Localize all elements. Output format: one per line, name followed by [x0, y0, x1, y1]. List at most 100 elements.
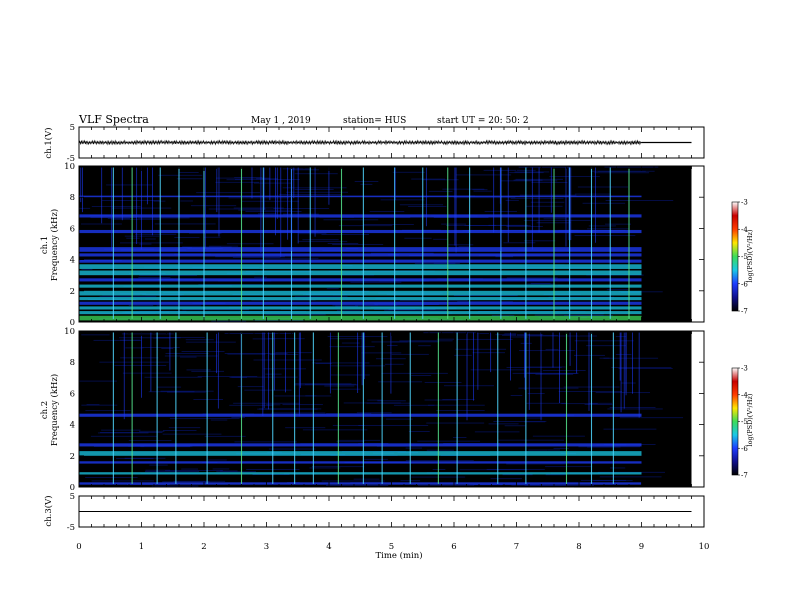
spec2-noise-streak: [324, 385, 355, 387]
spec1-noise-streak: [106, 184, 153, 186]
spec2-noise-streak: [518, 387, 579, 389]
spec2-noise-streak: [224, 332, 294, 334]
spec1-noise-streak: [574, 235, 636, 237]
spec2-noise-streak: [519, 350, 575, 352]
spec2-noise-streak: [469, 484, 503, 486]
spec1-noise-streak: [99, 296, 157, 298]
spec1-noise-streak: [509, 172, 544, 174]
spec2-noise-streak: [506, 366, 562, 368]
spec2-noise-streak: [408, 431, 430, 432]
spec2-ylabel: Frequency (kHz): [49, 374, 60, 446]
spec2-noise-streak: [545, 348, 559, 350]
spec1-noise-streak: [446, 225, 497, 226]
spec2-noise-streak: [587, 446, 621, 448]
x-tick-label: 0: [76, 542, 81, 552]
spec2-noise-streak: [224, 353, 288, 354]
cb1-tick-label: -3: [741, 199, 748, 207]
spec2-noise-streak: [121, 333, 174, 335]
ch3-ytick-label: -5: [67, 523, 75, 533]
spec1-noise-streak: [577, 186, 629, 188]
spec2-noise-streak: [356, 412, 392, 414]
spec1-noise-streak: [233, 207, 284, 209]
spec1-noise-streak: [506, 226, 543, 227]
spec1-band: [79, 301, 642, 305]
spec1-band: [79, 247, 642, 252]
spec1-noise-streak: [128, 305, 154, 306]
spec1-noise-streak: [91, 206, 141, 207]
spec2-noise-streak: [263, 368, 307, 370]
spec2-noise-streak: [443, 385, 494, 387]
spec1-noise-streak: [519, 194, 577, 196]
spec1-noise-streak: [370, 252, 434, 254]
spec2-noise-streak: [233, 402, 300, 404]
spec2-noise-streak: [125, 347, 144, 349]
spec2-noise-streak: [145, 469, 171, 471]
spec2-noise-streak: [364, 458, 388, 460]
spec2-noise-streak: [528, 449, 548, 451]
spec1-noise-streak: [523, 219, 591, 221]
spec2-noise-streak: [268, 448, 316, 450]
spec1-ytick-label: 10: [64, 162, 75, 172]
spec2-noise-streak: [527, 393, 545, 395]
spec1-noise-streak: [154, 223, 216, 225]
spec1-noise-streak: [355, 305, 425, 306]
ch2-colorbar: -3 -4 -5 -6 -7: [731, 365, 748, 480]
spec1-noise-streak: [483, 169, 536, 171]
spec2-noise-streak: [153, 337, 171, 339]
spec1-noise-streak: [428, 190, 453, 192]
spec1-noise-streak: [182, 246, 222, 248]
spec2-noise-streak: [574, 340, 634, 342]
spec2-noise-streak: [149, 464, 168, 466]
spec1-noise-streak: [360, 183, 373, 185]
spec1-noise-streak: [587, 228, 630, 230]
ch1-spectrogram-panel: 0 2 4 6 8 10: [64, 162, 705, 328]
spec2-noise-streak: [309, 467, 341, 469]
spec2-noise-streak: [165, 469, 223, 471]
spec2-noise-streak: [79, 380, 117, 382]
spec2-noise-streak: [234, 441, 297, 443]
ch3-ylabel: ch.3(V): [43, 495, 54, 526]
spec2-noise-streak: [86, 404, 100, 406]
spec2-noise-streak: [371, 341, 408, 343]
spec2-noise-streak: [417, 440, 481, 442]
spec1-noise-streak: [232, 257, 281, 258]
spec2-noise-streak: [139, 430, 165, 432]
spec1-noise-streak: [138, 217, 190, 219]
spec2-frame: [78, 330, 705, 488]
spec1-noise-streak: [582, 202, 626, 204]
spec1-noise-streak: [208, 245, 239, 247]
cb2-tick-label: -6: [741, 445, 748, 453]
spec2-noise-streak: [208, 459, 227, 461]
spec1-ytick-label: 8: [70, 193, 75, 203]
spec1-noise-streak: [196, 192, 260, 194]
spec2-noise-streak: [330, 338, 363, 340]
spec2-band: [79, 482, 642, 485]
spec2-noise-streak: [212, 468, 230, 470]
spec2-noise-streak: [144, 471, 200, 472]
spec1-noise-streak: [531, 182, 568, 183]
spec1-noise-streak: [326, 288, 339, 290]
spec2-noise-streak: [473, 484, 540, 486]
cb2-bar: [731, 367, 739, 476]
spec2-noise-streak: [477, 333, 489, 335]
spec1-noise-streak: [215, 181, 260, 183]
spec2-noise-streak: [293, 384, 358, 386]
spec2-noise-streak: [547, 449, 560, 451]
spec1-noise-streak: [226, 179, 241, 181]
spec1-band: [79, 259, 642, 263]
spec1-frame: [78, 165, 705, 323]
spec1-noise-streak: [523, 240, 556, 242]
spec1-noise-streak: [605, 223, 632, 225]
spec1-noise-streak: [126, 237, 140, 239]
spec2-noise-streak: [495, 334, 544, 336]
x-tick-label: 4: [326, 542, 331, 552]
spec2-noise-streak: [181, 468, 199, 470]
cb1-tick-label: -5: [741, 253, 748, 261]
spec2-noise-streak: [337, 439, 381, 441]
spec2-noise-streak: [93, 339, 142, 341]
spec1-noise-streak: [238, 209, 292, 211]
spec2-noise-streak: [162, 430, 197, 431]
spec2-noise-streak: [378, 381, 423, 383]
spec2-noise-streak: [502, 334, 558, 336]
spec2-noise-streak: [168, 427, 201, 429]
